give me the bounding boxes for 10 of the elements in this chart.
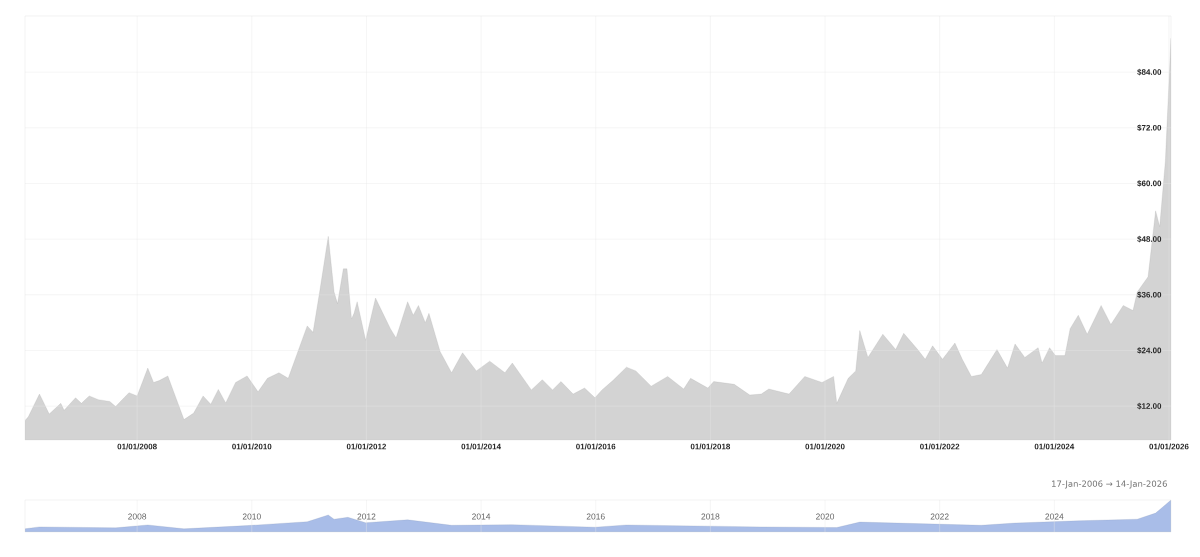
x-tick-label: 2022 (930, 513, 949, 520)
x-tick-label: 2008 (128, 513, 147, 520)
x-tick-label: 2014 (472, 513, 491, 520)
x-tick-label: 2016 (586, 513, 605, 520)
text: 17-Jan-2006 → 14-Jan-2026 (1052, 480, 1167, 489)
x-tick-label: 2018 (701, 513, 720, 520)
x-tick-label: 2012 (357, 513, 376, 520)
x-tick-label: 2010 (242, 513, 261, 520)
x-tick-label: 2024 (1045, 513, 1064, 520)
x-tick-label: 2020 (816, 513, 835, 520)
